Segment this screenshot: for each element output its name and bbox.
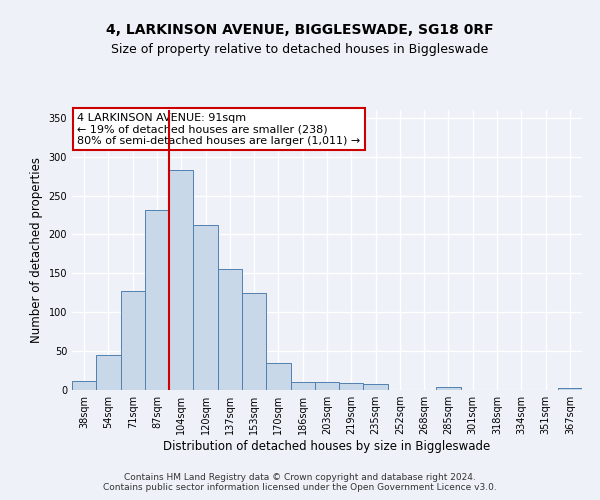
Bar (266, 363, 290, 390)
Bar (558, 388, 582, 390)
Bar (290, 382, 315, 390)
Text: 4, LARKINSON AVENUE, BIGGLESWADE, SG18 0RF: 4, LARKINSON AVENUE, BIGGLESWADE, SG18 0… (106, 22, 494, 36)
X-axis label: Distribution of detached houses by size in Biggleswade: Distribution of detached houses by size … (163, 440, 491, 453)
Bar (145, 210, 169, 390)
Bar (242, 293, 266, 390)
Text: 4 LARKINSON AVENUE: 91sqm
← 19% of detached houses are smaller (238)
80% of semi: 4 LARKINSON AVENUE: 91sqm ← 19% of detac… (77, 113, 361, 146)
Bar (169, 170, 193, 390)
Bar (436, 387, 461, 390)
Bar (364, 384, 388, 390)
Bar (193, 225, 218, 390)
Bar (121, 291, 145, 390)
Bar (339, 383, 364, 390)
Bar (315, 382, 339, 390)
Bar (96, 355, 121, 390)
Text: Size of property relative to detached houses in Biggleswade: Size of property relative to detached ho… (112, 42, 488, 56)
Y-axis label: Number of detached properties: Number of detached properties (30, 157, 43, 343)
Bar (218, 268, 242, 390)
Bar (72, 380, 96, 390)
Text: Contains HM Land Registry data © Crown copyright and database right 2024.
Contai: Contains HM Land Registry data © Crown c… (103, 473, 497, 492)
